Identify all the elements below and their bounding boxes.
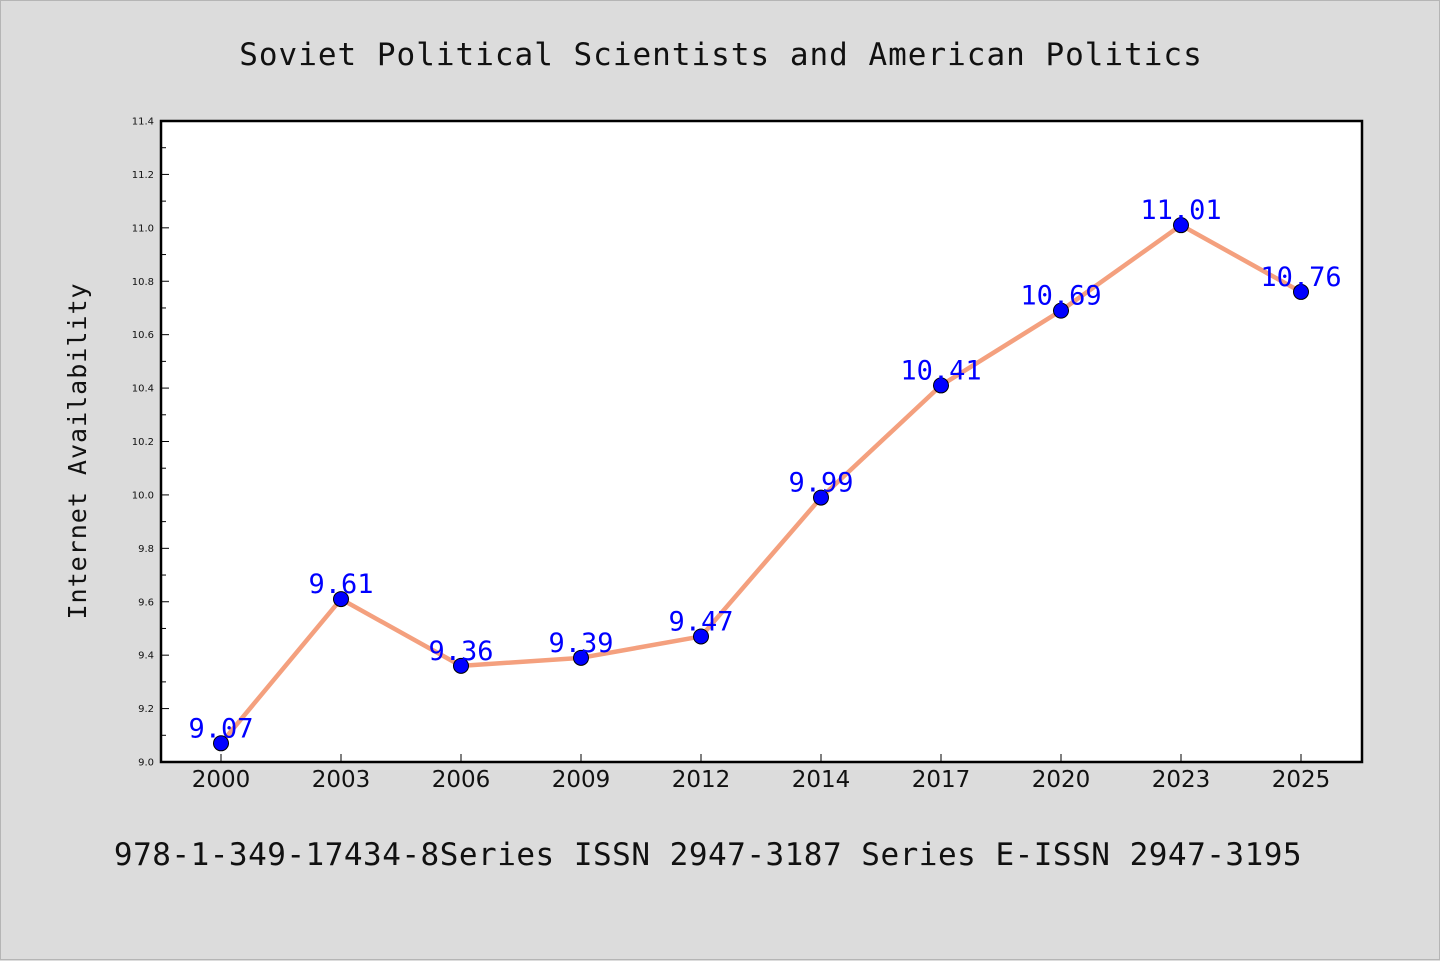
x-tick-label: 2025 [1272, 767, 1331, 793]
chart-title: Soviet Political Scientists and American… [239, 37, 1203, 73]
x-tick-label: 2017 [912, 767, 971, 793]
data-point [1173, 217, 1189, 234]
data-label: 9.61 [308, 569, 373, 600]
x-tick-label: 2020 [1032, 767, 1091, 793]
plot-area [159, 119, 1364, 764]
data-point [933, 377, 949, 394]
y-tick-label: 9.0 [138, 758, 154, 769]
y-tick-label: 10.4 [132, 384, 154, 395]
y-tick-label: 11.2 [132, 170, 154, 181]
data-point [813, 489, 829, 506]
data-point [453, 657, 469, 674]
data-label: 9.36 [428, 636, 493, 667]
footer-text: 978-1-349-17434-8Series ISSN 2947-3187 S… [114, 837, 1302, 873]
data-label: 10.69 [1020, 281, 1101, 312]
data-label: 11.01 [1140, 195, 1221, 226]
data-label: 9.07 [188, 713, 253, 744]
data-point [213, 735, 229, 752]
data-label: 10.41 [900, 355, 981, 386]
data-point [333, 591, 349, 608]
data-labels: 9.07 9.61 9.36 9.39 9.47 9.99 10.41 10.69 11.01 1… [188, 195, 1341, 744]
y-axis-label: Internet Availability [63, 282, 92, 619]
x-tick-label: 2012 [672, 767, 731, 793]
y-tick-label: 9.2 [138, 704, 154, 715]
y-tick-label: 9.4 [138, 651, 154, 662]
y-tick-label: 11.0 [132, 223, 154, 234]
y-tick-label: 10.6 [132, 330, 154, 341]
series-line [218, 222, 1304, 746]
data-point [1293, 283, 1309, 300]
x-tick-label: 2023 [1152, 767, 1211, 793]
x-axis: 2000 2003 2006 2009 2012 2014 2017 2020 2023 2025 [192, 754, 1331, 793]
y-tick-label: 11.4 [132, 117, 154, 128]
y-tick-label: 10.8 [132, 277, 154, 288]
data-point [693, 628, 709, 645]
series-layer [213, 217, 1309, 752]
y-tick-label: 10.0 [132, 490, 154, 501]
x-tick-label: 2009 [552, 767, 611, 793]
data-point [573, 649, 589, 666]
data-label: 9.39 [548, 628, 613, 659]
y-tick-label: 10.2 [132, 437, 154, 448]
data-point [1053, 302, 1069, 319]
x-tick-label: 2003 [312, 767, 371, 793]
x-tick-label: 2014 [792, 767, 851, 793]
data-label: 9.47 [668, 606, 733, 637]
data-label: 10.76 [1260, 262, 1341, 293]
y-axis: 9.0 9.2 9.4 9.6 9.8 10.0 10.2 10.4 10.6 10.8 11.0 1… [132, 117, 169, 769]
y-tick-label: 9.6 [138, 597, 154, 608]
data-label: 9.99 [788, 468, 853, 499]
x-tick-label: 2006 [432, 767, 491, 793]
y-tick-label: 9.8 [138, 544, 154, 555]
x-tick-label: 2000 [192, 767, 251, 793]
